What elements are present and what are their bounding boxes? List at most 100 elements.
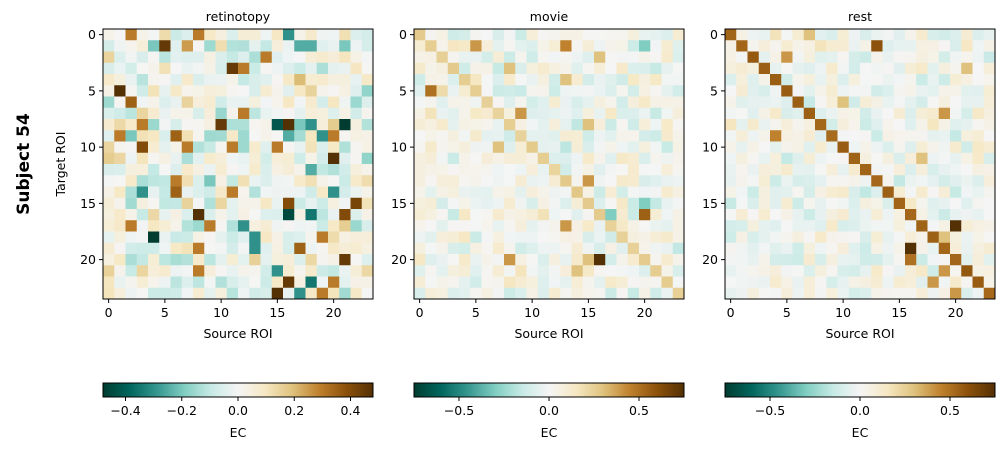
heatmap-cell [927, 276, 940, 289]
heatmap-cell [148, 287, 160, 300]
heatmap-cell [758, 175, 771, 187]
heatmap-cell [328, 96, 340, 109]
heatmap-cell [736, 265, 748, 277]
heatmap-cell [193, 74, 205, 86]
heatmap-cell [792, 175, 805, 187]
heatmap-cell [758, 197, 771, 210]
heatmap-cell [504, 40, 516, 52]
colorbar-tick-label: 0.5 [940, 403, 960, 418]
heatmap-cell [837, 62, 850, 75]
heatmap-cell [792, 74, 805, 86]
heatmap-cell [792, 254, 805, 266]
heatmap-cell [350, 141, 363, 154]
heatmap-cell [103, 40, 115, 52]
heatmap-cell [826, 96, 838, 109]
heatmap-cell [758, 220, 771, 232]
heatmap-cell [747, 254, 760, 266]
heatmap-cell [193, 287, 205, 300]
heatmap-cell [627, 209, 640, 221]
heatmap-cell [950, 242, 962, 255]
heatmap-cell [893, 276, 906, 289]
heatmap-cell [725, 130, 737, 142]
heatmap-cell [305, 29, 318, 41]
heatmap-cell [916, 265, 928, 277]
heatmap-cell [560, 96, 572, 109]
heatmap-cell [549, 231, 561, 244]
heatmap-cell [148, 96, 160, 109]
x-tick-label: 15 [269, 305, 285, 320]
heatmap-cell [249, 62, 261, 75]
heatmap-cell [758, 164, 771, 176]
heatmap-cell [860, 175, 872, 187]
heatmap-cell [950, 130, 962, 142]
heatmap-cell [860, 276, 872, 289]
heatmap-cell [148, 107, 160, 120]
heatmap-cell [260, 119, 273, 131]
heatmap-cell [905, 175, 917, 187]
heatmap-cell [616, 152, 629, 165]
heatmap-cell [481, 265, 494, 277]
heatmap-cell [170, 130, 183, 142]
heatmap-cell [260, 141, 273, 154]
heatmap-cell [594, 287, 606, 300]
heatmap-cell [305, 186, 318, 199]
heatmap-cell [736, 107, 748, 120]
heatmap-cell [582, 107, 595, 120]
heatmap-cell [328, 141, 340, 154]
heatmap-cell [961, 51, 973, 64]
heatmap-cell [193, 141, 205, 154]
heatmap-cell [650, 62, 662, 75]
heatmap-cell [848, 74, 861, 86]
heatmap-cell [672, 197, 685, 210]
heatmap-cell [815, 197, 827, 210]
heatmap-cell [204, 175, 216, 187]
heatmap-cell [781, 119, 793, 131]
heatmap-cell [983, 130, 996, 142]
heatmap-cell [181, 40, 194, 52]
heatmap-cell [916, 231, 928, 244]
heatmap-cell [815, 40, 827, 52]
heatmap-cell [215, 130, 228, 142]
heatmap-cell [294, 51, 306, 64]
heatmap-cell [560, 130, 572, 142]
heatmap-cell [504, 197, 516, 210]
heatmap-cell [893, 62, 906, 75]
heatmap-cell [181, 175, 194, 187]
heatmap-cell [316, 220, 329, 232]
heatmap-cell [871, 152, 883, 165]
heatmap-cell [328, 254, 340, 266]
heatmap-cell [271, 107, 284, 120]
heatmap-cell [215, 119, 228, 131]
heatmap-cell [661, 40, 674, 52]
heatmap-cell [114, 130, 126, 142]
heatmap-cell [148, 130, 160, 142]
heatmap-cell [481, 29, 494, 41]
colorbar-tick-label: 0.0 [850, 403, 870, 418]
heatmap-cell [425, 107, 437, 120]
heatmap-cell [725, 85, 737, 97]
heatmap-cell [616, 40, 629, 52]
heatmap-cell [627, 130, 640, 142]
x-tick-label: 0 [727, 305, 735, 320]
heatmap-cell [204, 107, 216, 120]
heatmap-cell [436, 85, 449, 97]
heatmap-cell [549, 74, 561, 86]
heatmap-cell [204, 186, 216, 199]
heatmap-cell [605, 175, 617, 187]
heatmap-cell [950, 209, 962, 221]
heatmap-cell [950, 40, 962, 52]
heatmap-cell [582, 197, 595, 210]
heatmap-cell [758, 186, 771, 199]
heatmap-cell [425, 96, 437, 109]
heatmap-cell [294, 276, 306, 289]
heatmap-cell [972, 85, 985, 97]
heatmap-cell [594, 40, 606, 52]
heatmap-cell [316, 62, 329, 75]
heatmap-cell [837, 209, 850, 221]
heatmap-cell [204, 141, 216, 154]
heatmap-cell [339, 242, 351, 255]
heatmap-cell [414, 40, 426, 52]
heatmap-cell [736, 29, 748, 41]
heatmap-cell [526, 220, 539, 232]
heatmap-cell [961, 164, 973, 176]
